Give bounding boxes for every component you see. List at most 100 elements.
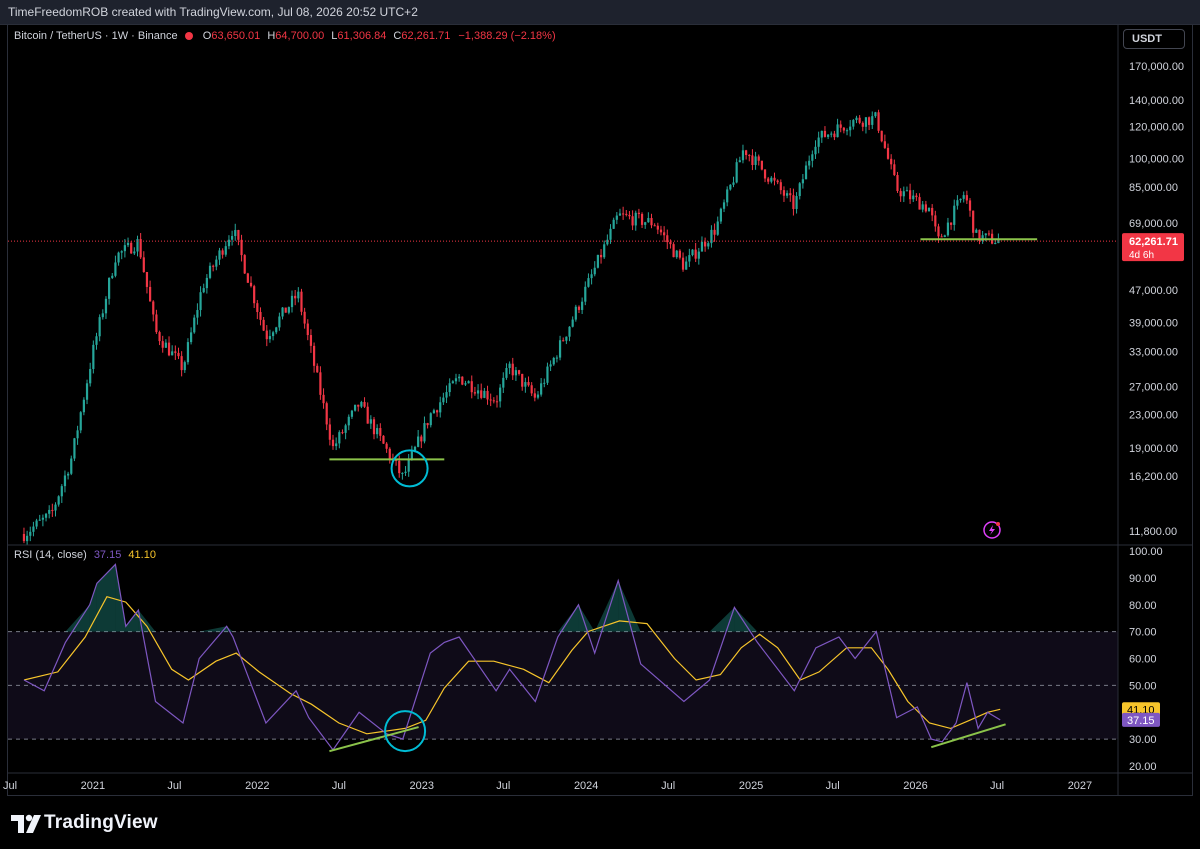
candle-body (458, 376, 461, 379)
candle-body (331, 439, 335, 447)
candle (341, 429, 344, 435)
candle (309, 329, 313, 353)
candle (41, 514, 44, 527)
candle-body (268, 336, 272, 340)
candle-body (312, 345, 316, 366)
candle-body (341, 432, 344, 434)
candle (290, 290, 294, 313)
candle (615, 212, 618, 225)
candle-body (347, 416, 350, 426)
candle (691, 249, 694, 257)
lightning-icon-dot (996, 522, 1000, 526)
candle (268, 329, 272, 343)
candle-body (357, 404, 360, 407)
candle (896, 171, 899, 193)
candle-body (858, 117, 861, 123)
currency-button[interactable]: USDT (1123, 29, 1185, 49)
current-price-badge-bg (1122, 233, 1184, 262)
candle (842, 126, 845, 134)
axes: 170,000.00 140,000.00 120,000.00 100,000.00… (3, 24, 1192, 796)
candle-body (22, 533, 26, 542)
rsi-tick-label: 60.00 (1129, 654, 1157, 666)
candle (946, 217, 950, 237)
candle (817, 131, 820, 154)
candle (571, 316, 574, 328)
rsi-legend: RSI (14, close) 37.15 41.10 (14, 549, 156, 561)
candle-body (335, 443, 338, 447)
candle (344, 423, 347, 440)
candle-body (262, 319, 265, 331)
candle-body (73, 438, 76, 459)
rsi-overbought-fill (199, 626, 227, 632)
price-tick-label: 170,000.00 (1129, 61, 1184, 73)
rsi-tick-label: 30.00 (1129, 734, 1157, 746)
candle-body (413, 446, 417, 452)
candle (606, 234, 609, 246)
time-tick-label: 2022 (245, 780, 269, 792)
candle-body (833, 133, 836, 138)
candle (502, 372, 505, 393)
candle (748, 154, 751, 162)
candle (634, 210, 637, 231)
candle (234, 223, 237, 241)
candle-body (867, 117, 871, 125)
candle-body (243, 255, 246, 274)
candle-body (230, 236, 234, 240)
candle-body (666, 235, 669, 243)
candle-body (410, 451, 413, 460)
candle (845, 128, 849, 136)
candle (435, 409, 439, 417)
candle (697, 247, 700, 265)
candle (458, 373, 461, 382)
candle-body (133, 251, 136, 254)
candle-body (956, 200, 959, 206)
candle-body (120, 251, 123, 253)
candle (275, 326, 278, 335)
candle-body (908, 190, 912, 200)
candle-body (237, 230, 240, 240)
candle-body (968, 200, 972, 211)
candle-body (940, 236, 943, 238)
candle (278, 312, 281, 331)
symbol-legend: Bitcoin / TetherUS · 1W · Binance O63,65… (14, 30, 556, 42)
candle-body (685, 261, 688, 270)
candle-body (656, 225, 659, 230)
candle-body (839, 124, 842, 128)
candle (76, 425, 79, 445)
candle (63, 470, 67, 493)
candle-body (984, 233, 987, 236)
candle-body (581, 301, 584, 310)
candle-body (92, 344, 95, 369)
candle (451, 380, 454, 384)
candle (22, 527, 26, 544)
candle (808, 155, 811, 170)
candle-body (836, 124, 839, 138)
candle (609, 224, 612, 244)
candle-body (202, 288, 205, 293)
candle (117, 251, 120, 266)
candle (174, 345, 177, 360)
candle (473, 386, 477, 396)
candle-body (722, 202, 726, 209)
candle (489, 393, 492, 407)
rsi-line (23, 563, 1001, 751)
candle (549, 360, 552, 372)
candle-body (79, 412, 82, 431)
candle-body (735, 162, 738, 183)
candle (401, 472, 404, 480)
candle-body (615, 215, 618, 220)
candle (445, 385, 448, 404)
candle (155, 309, 158, 334)
candle-body (256, 303, 259, 313)
current-price-label: 62,261.71 (1129, 236, 1178, 248)
candle-body (978, 229, 981, 242)
candle-body (145, 271, 149, 287)
candle (499, 384, 502, 408)
candle-body (786, 193, 789, 196)
candle-body (899, 191, 902, 197)
candle-body (51, 509, 54, 511)
candle-body (290, 295, 294, 308)
candle (271, 330, 275, 341)
candle-body (565, 336, 568, 341)
